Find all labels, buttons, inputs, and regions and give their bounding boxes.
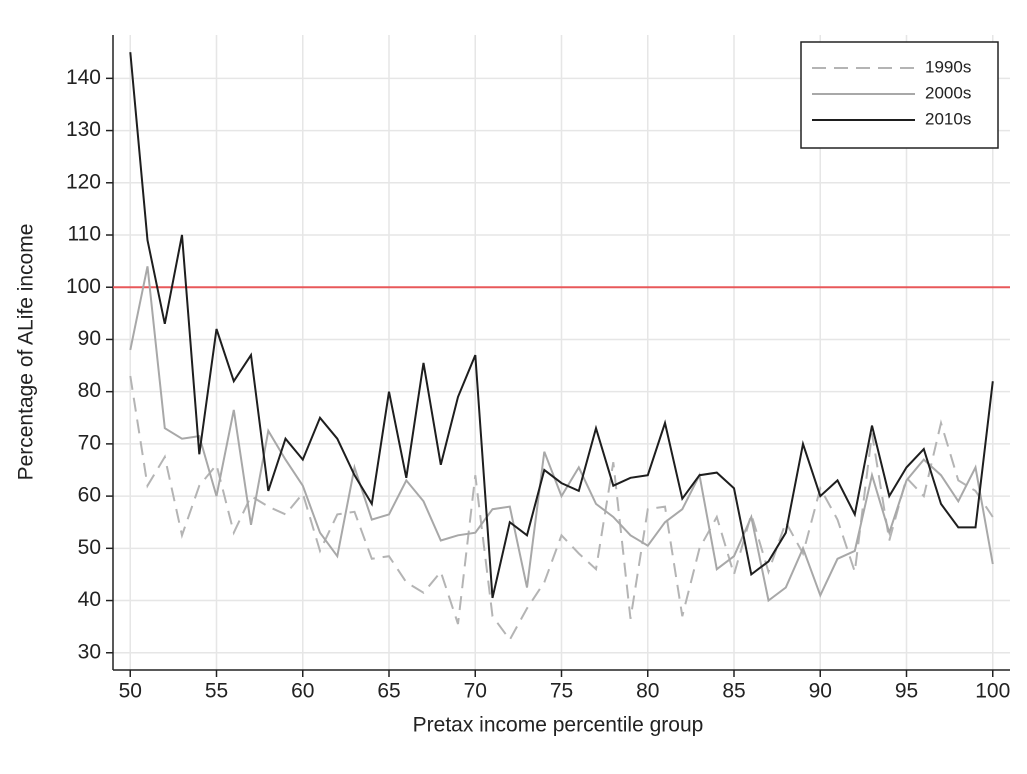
x-axis-label: Pretax income percentile group (413, 714, 704, 737)
y-tick-label: 70 (78, 431, 101, 454)
series-line (129, 266, 994, 603)
x-tick-label: 100 (975, 680, 1010, 703)
y-tick-label: 130 (66, 118, 101, 141)
y-tick-label: 60 (78, 484, 101, 507)
y-tick-label: 50 (78, 536, 101, 559)
legend-label: 2010s (925, 109, 971, 128)
y-tick-label: 90 (78, 327, 101, 350)
x-tick-label: 65 (377, 680, 400, 703)
y-axis-label: Percentage of ALife income (15, 224, 38, 481)
y-tick-label: 120 (66, 170, 101, 193)
y-tick-label: 30 (78, 640, 101, 663)
series-line (129, 52, 994, 599)
x-tick-label: 90 (809, 680, 832, 703)
y-tick-label: 40 (78, 588, 101, 611)
y-tick-label: 80 (78, 379, 101, 402)
x-tick-label: 70 (464, 680, 487, 703)
y-tick-label: 140 (66, 66, 101, 89)
x-tick-label: 95 (895, 680, 918, 703)
legend-label: 1990s (925, 57, 971, 76)
x-tick-label: 50 (119, 680, 142, 703)
x-tick-label: 60 (291, 680, 314, 703)
legend-label: 2000s (925, 83, 971, 102)
series-line (129, 375, 994, 642)
y-tick-label: 100 (66, 275, 101, 298)
x-tick-label: 85 (722, 680, 745, 703)
x-tick-label: 75 (550, 680, 573, 703)
x-tick-label: 55 (205, 680, 228, 703)
x-tick-label: 80 (636, 680, 659, 703)
y-tick-label: 110 (68, 223, 101, 246)
